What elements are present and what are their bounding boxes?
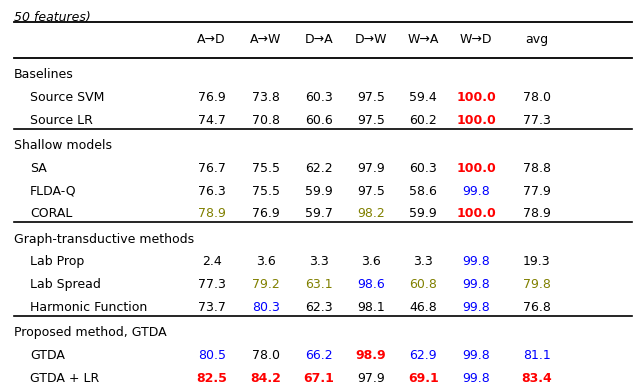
Text: 3.3: 3.3 (309, 256, 328, 269)
Text: 76.3: 76.3 (198, 185, 225, 197)
Text: 99.8: 99.8 (462, 349, 490, 362)
Text: 59.7: 59.7 (305, 207, 333, 220)
Text: 78.8: 78.8 (523, 162, 550, 175)
Text: 19.3: 19.3 (523, 256, 550, 269)
Text: 83.4: 83.4 (522, 372, 552, 382)
Text: 50 features): 50 features) (14, 11, 91, 24)
Text: 99.8: 99.8 (462, 278, 490, 291)
Text: 3.3: 3.3 (413, 256, 433, 269)
Text: 100.0: 100.0 (456, 91, 496, 104)
Text: 98.9: 98.9 (356, 349, 387, 362)
Text: 99.8: 99.8 (462, 372, 490, 382)
Text: 58.6: 58.6 (410, 185, 437, 197)
Text: 59.4: 59.4 (410, 91, 437, 104)
Text: 75.5: 75.5 (252, 162, 280, 175)
Text: 2.4: 2.4 (202, 256, 221, 269)
Text: 77.3: 77.3 (523, 114, 550, 127)
Text: 60.3: 60.3 (410, 162, 437, 175)
Text: 99.8: 99.8 (462, 301, 490, 314)
Text: 82.5: 82.5 (196, 372, 227, 382)
Text: 60.8: 60.8 (410, 278, 437, 291)
Text: 79.8: 79.8 (523, 278, 550, 291)
Text: 46.8: 46.8 (410, 301, 437, 314)
Text: 63.1: 63.1 (305, 278, 333, 291)
Text: 78.0: 78.0 (523, 91, 550, 104)
Text: 84.2: 84.2 (250, 372, 281, 382)
Text: 80.5: 80.5 (198, 349, 226, 362)
Text: Source SVM: Source SVM (30, 91, 104, 104)
Text: 81.1: 81.1 (523, 349, 550, 362)
Text: 59.9: 59.9 (410, 207, 437, 220)
Text: 97.5: 97.5 (357, 114, 385, 127)
Text: 98.6: 98.6 (357, 278, 385, 291)
Text: 77.9: 77.9 (523, 185, 550, 197)
Text: 69.1: 69.1 (408, 372, 438, 382)
Text: D→W: D→W (355, 32, 387, 45)
Text: Harmonic Function: Harmonic Function (30, 301, 147, 314)
Text: 97.5: 97.5 (357, 185, 385, 197)
Text: W→A: W→A (408, 32, 439, 45)
Text: 99.8: 99.8 (462, 256, 490, 269)
Text: D→A: D→A (305, 32, 333, 45)
Text: 73.8: 73.8 (252, 91, 280, 104)
Text: Shallow models: Shallow models (14, 139, 112, 152)
Text: 78.0: 78.0 (252, 349, 280, 362)
Text: Lab Prop: Lab Prop (30, 256, 84, 269)
Text: 60.2: 60.2 (410, 114, 437, 127)
Text: 76.9: 76.9 (252, 207, 280, 220)
Text: 3.6: 3.6 (256, 256, 276, 269)
Text: 79.2: 79.2 (252, 278, 280, 291)
Text: 60.6: 60.6 (305, 114, 333, 127)
Text: 73.7: 73.7 (198, 301, 226, 314)
Text: avg: avg (525, 32, 548, 45)
Text: 67.1: 67.1 (303, 372, 334, 382)
Text: 75.5: 75.5 (252, 185, 280, 197)
Text: 98.2: 98.2 (357, 207, 385, 220)
Text: Lab Spread: Lab Spread (30, 278, 101, 291)
Text: W→D: W→D (460, 32, 492, 45)
Text: 100.0: 100.0 (456, 114, 496, 127)
Text: SA: SA (30, 162, 47, 175)
Text: 66.2: 66.2 (305, 349, 333, 362)
Text: 97.9: 97.9 (357, 372, 385, 382)
Text: 78.9: 78.9 (523, 207, 550, 220)
Text: Graph-transductive methods: Graph-transductive methods (14, 233, 195, 246)
Text: Proposed method, GTDA: Proposed method, GTDA (14, 326, 167, 339)
Text: CORAL: CORAL (30, 207, 72, 220)
Text: A→D: A→D (197, 32, 226, 45)
Text: 3.6: 3.6 (361, 256, 381, 269)
Text: 78.9: 78.9 (198, 207, 226, 220)
Text: Source LR: Source LR (30, 114, 93, 127)
Text: 97.9: 97.9 (357, 162, 385, 175)
Text: 62.3: 62.3 (305, 301, 333, 314)
Text: GTDA + LR: GTDA + LR (30, 372, 99, 382)
Text: 77.3: 77.3 (198, 278, 226, 291)
Text: A→W: A→W (250, 32, 282, 45)
Text: 70.8: 70.8 (252, 114, 280, 127)
Text: FLDA-Q: FLDA-Q (30, 185, 77, 197)
Text: 99.8: 99.8 (462, 185, 490, 197)
Text: 62.9: 62.9 (410, 349, 437, 362)
Text: 76.7: 76.7 (198, 162, 226, 175)
Text: 62.2: 62.2 (305, 162, 333, 175)
Text: Baselines: Baselines (14, 68, 74, 81)
Text: 76.9: 76.9 (198, 91, 225, 104)
Text: GTDA: GTDA (30, 349, 65, 362)
Text: 76.8: 76.8 (523, 301, 550, 314)
Text: 60.3: 60.3 (305, 91, 333, 104)
Text: 100.0: 100.0 (456, 207, 496, 220)
Text: 74.7: 74.7 (198, 114, 226, 127)
Text: 98.1: 98.1 (357, 301, 385, 314)
Text: 59.9: 59.9 (305, 185, 333, 197)
Text: 80.3: 80.3 (252, 301, 280, 314)
Text: 100.0: 100.0 (456, 162, 496, 175)
Text: 97.5: 97.5 (357, 91, 385, 104)
